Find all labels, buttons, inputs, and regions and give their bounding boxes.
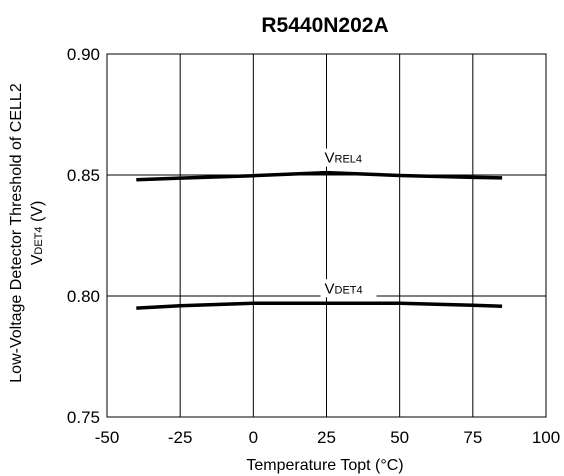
y-axis-label-subscript: DET4 <box>33 226 45 254</box>
x-tick-label-2: 0 <box>249 428 258 447</box>
series-label-vdet4: VDET4 <box>325 280 363 297</box>
series-label-vrel4: VREL4 <box>325 150 363 167</box>
y-tick-label-3: 0.90 <box>67 45 100 64</box>
series-label-bg-vrel4 <box>320 148 377 167</box>
y-axis-label-line1: Low-Voltage Detector Threshold of CELL2 <box>8 83 25 383</box>
x-tick-label-0: -50 <box>95 428 120 447</box>
y-axis-label-symbol: V <box>29 254 46 265</box>
x-tick-label-5: 75 <box>463 428 482 447</box>
series-line-vrel4 <box>136 170 503 182</box>
chart-title: R5440N202A <box>261 14 388 37</box>
grid <box>106 53 547 418</box>
x-axis-label: Temperature Topt (°C) <box>246 457 403 474</box>
series-label-bg-vdet4 <box>320 279 377 298</box>
x-tick-label-6: 100 <box>532 428 560 447</box>
x-tick-label-3: 25 <box>317 428 336 447</box>
y-tick-label-1: 0.80 <box>67 287 100 306</box>
y-tick-label-2: 0.85 <box>67 166 100 185</box>
x-tick-label-1: -25 <box>168 428 193 447</box>
series-line-vdet4 <box>136 301 503 310</box>
series-labels: VREL4 VDET4 <box>320 148 377 298</box>
x-tick-labels: -50 -25 0 25 50 75 100 <box>95 428 560 447</box>
y-axis-label-line2: VDET4 (V) <box>29 201 46 266</box>
plot-frame <box>106 53 547 418</box>
y-axis-label-unit: (V) <box>29 201 46 227</box>
y-tick-label-0: 0.75 <box>67 408 100 427</box>
series-lines <box>136 170 503 310</box>
x-tick-label-4: 50 <box>390 428 409 447</box>
y-tick-labels: 0.75 0.80 0.85 0.90 <box>67 45 100 427</box>
